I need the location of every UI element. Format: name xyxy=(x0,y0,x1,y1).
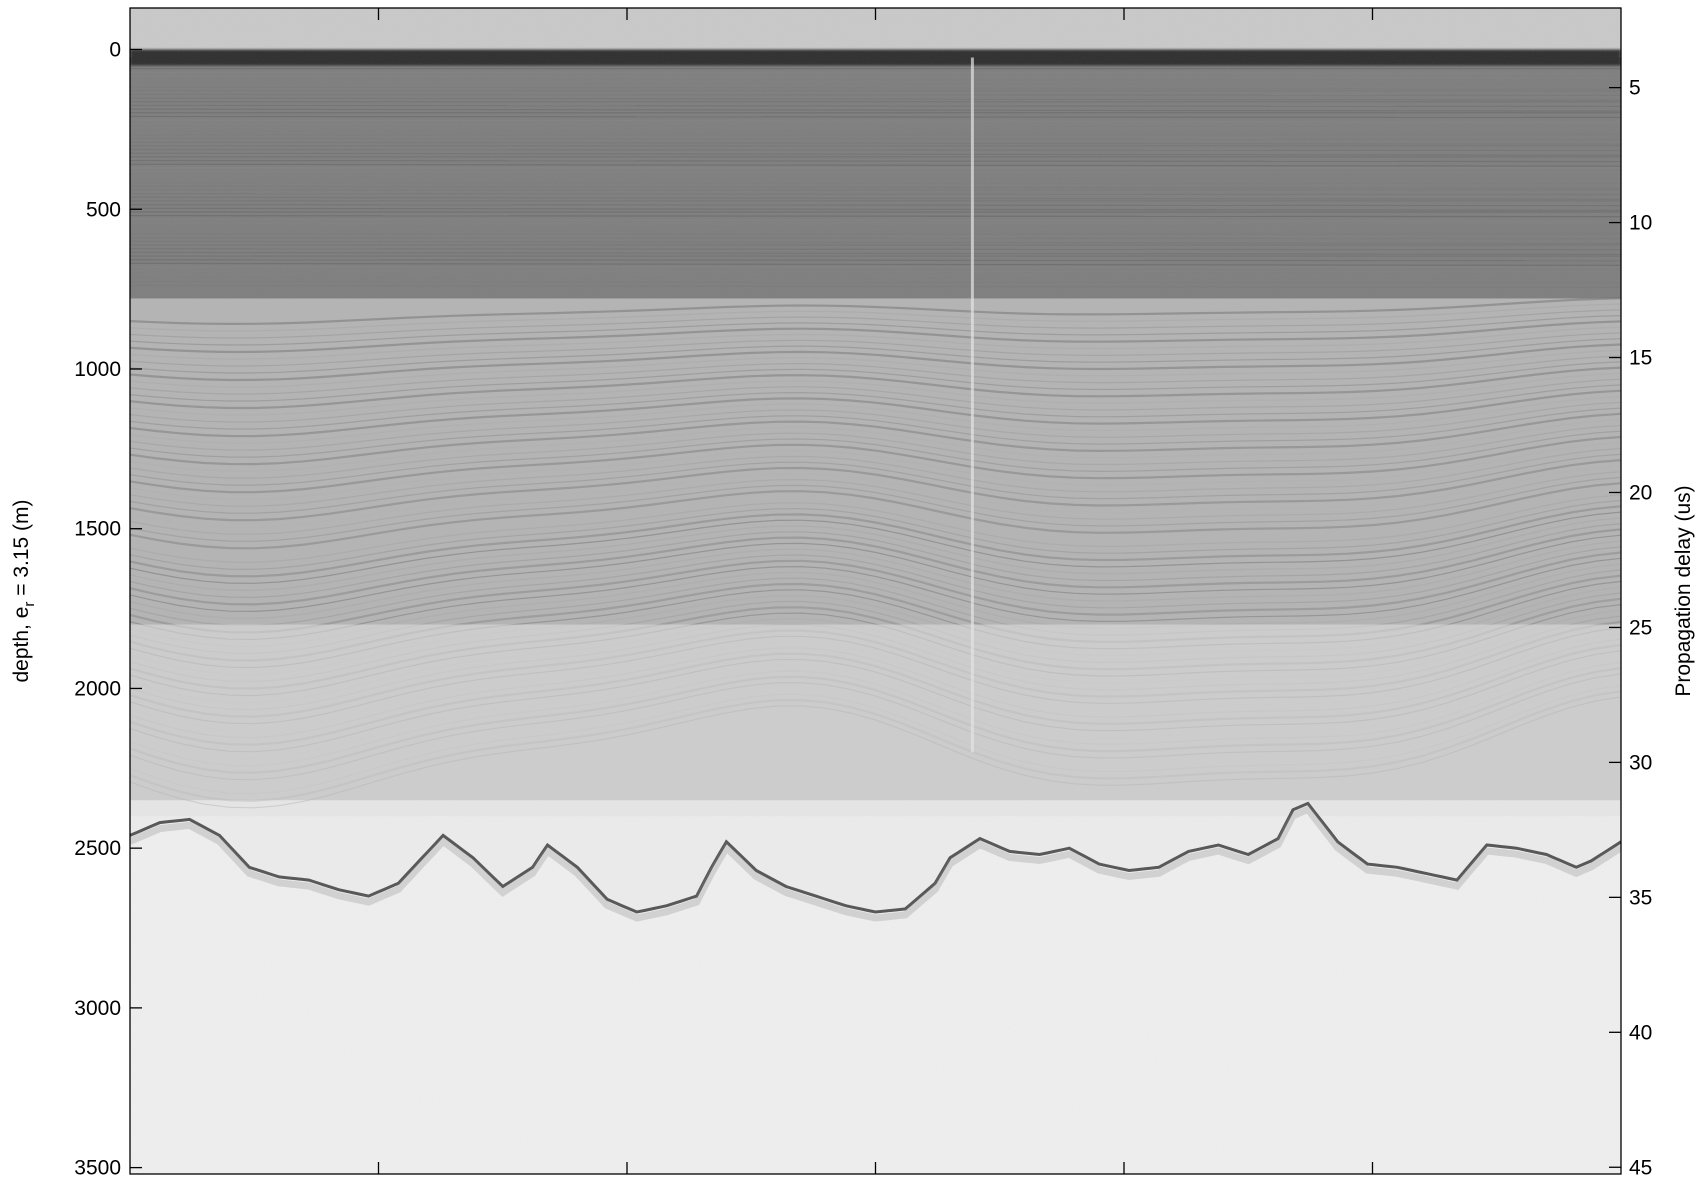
right-tick-label: 10 xyxy=(1629,212,1652,235)
right-tick-label: 15 xyxy=(1629,347,1652,370)
right-tick-label: 20 xyxy=(1629,481,1652,504)
left-axis-label: depth, er = 3.15 (m) xyxy=(10,499,38,682)
right-tick-label: 35 xyxy=(1629,886,1652,909)
left-axis-ticks: 0 500 1000 1500 2000 2500 3000 3500 xyxy=(74,39,142,1180)
right-axis-label: Propagation delay (us) xyxy=(1672,485,1695,696)
left-tick-label: 2500 xyxy=(74,837,121,860)
left-axis-label-subscript: r xyxy=(21,602,38,607)
image-grain xyxy=(130,8,1621,1174)
left-tick-label: 500 xyxy=(86,198,121,221)
left-axis-label-prefix: depth, e xyxy=(10,607,33,683)
right-tick-label: 30 xyxy=(1629,751,1652,774)
left-tick-label: 2000 xyxy=(74,677,121,700)
x-axis-ticks xyxy=(377,8,1374,1174)
left-axis-label-suffix: = 3.15 (m) xyxy=(10,499,33,601)
right-tick-label: 40 xyxy=(1629,1021,1652,1044)
right-axis-ticks: 5 10 15 20 25 30 35 40 45 xyxy=(1609,77,1652,1179)
radargram-image xyxy=(130,8,1621,1174)
left-tick-label: 1500 xyxy=(74,518,121,541)
right-tick-label: 25 xyxy=(1629,616,1652,639)
left-tick-label: 1000 xyxy=(74,358,121,381)
right-tick-label: 45 xyxy=(1629,1156,1652,1179)
left-tick-label: 0 xyxy=(109,39,121,62)
right-tick-label: 5 xyxy=(1629,77,1641,100)
left-tick-label: 3000 xyxy=(74,997,121,1020)
left-tick-label: 3500 xyxy=(74,1157,121,1180)
